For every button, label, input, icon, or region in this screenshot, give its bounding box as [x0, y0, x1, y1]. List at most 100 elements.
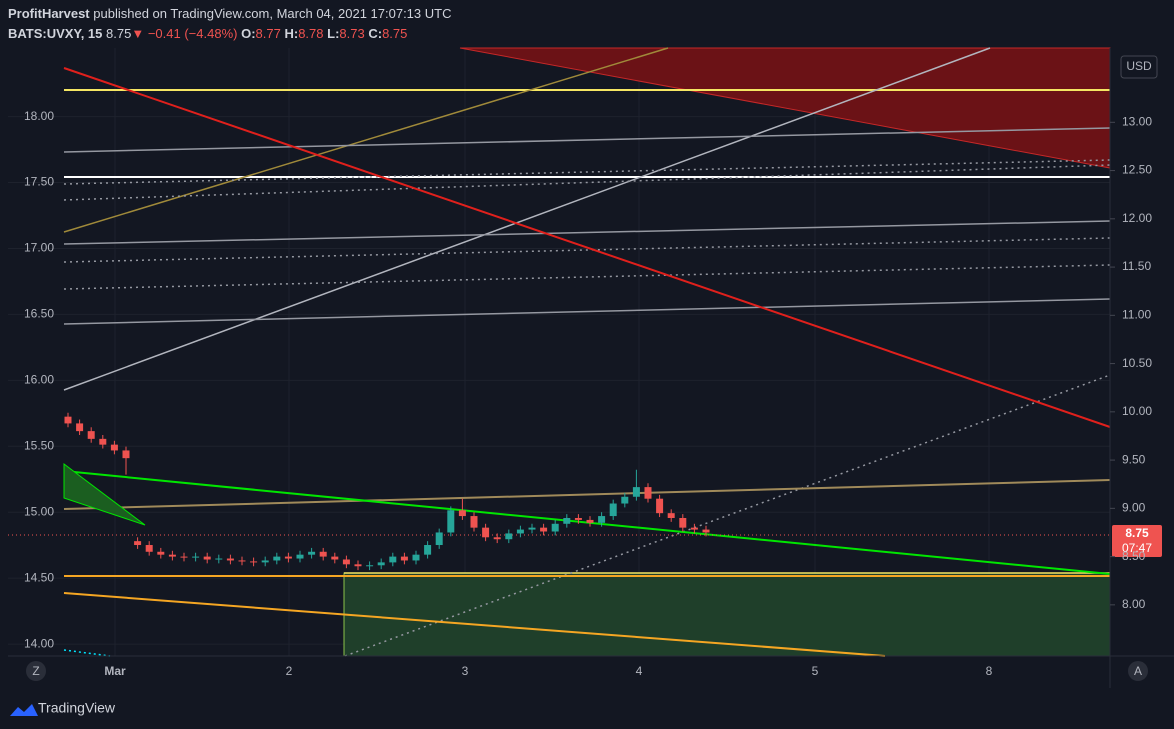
- dotted-line: [63, 159, 1111, 185]
- x-tick-label: 8: [986, 664, 993, 678]
- o-label: O:: [241, 26, 256, 41]
- candle-body: [308, 551, 316, 555]
- h-label: H:: [284, 26, 299, 41]
- grid: [8, 48, 1110, 656]
- candle-body: [157, 551, 165, 555]
- candle-body: [226, 558, 234, 561]
- candle-body: [273, 556, 281, 561]
- candle-body: [284, 556, 292, 559]
- candle-body: [447, 510, 455, 533]
- candle-body: [238, 560, 246, 562]
- x-tick-label: 3: [462, 664, 469, 678]
- candle-body: [377, 562, 385, 566]
- currency: USD: [1126, 59, 1152, 73]
- candle-body: [667, 513, 675, 518]
- candle-body: [76, 423, 84, 432]
- candle-body: [261, 560, 269, 563]
- arrow: ▼: [131, 26, 145, 41]
- brand: TradingView: [38, 700, 116, 716]
- y2-tick-label: 8.50: [1122, 549, 1146, 563]
- price-tag: [1112, 525, 1162, 557]
- candle-body: [540, 527, 548, 532]
- candle-body: [319, 551, 327, 557]
- y2-tick-label: 10.50: [1122, 356, 1152, 370]
- candle-body: [493, 537, 501, 540]
- y-tick-label: 18.00: [24, 109, 54, 123]
- candle-body: [366, 565, 374, 567]
- candle-body: [331, 556, 339, 560]
- dotted-line: [344, 374, 1111, 657]
- y2-tick-label: 11.50: [1122, 259, 1151, 273]
- y2-tick-label: 10.00: [1122, 404, 1152, 418]
- x-tick-label: 2: [286, 664, 293, 678]
- candle-body: [122, 450, 130, 459]
- published: published on TradingView.com, March 04, …: [93, 6, 452, 21]
- candle-body: [110, 444, 118, 451]
- l: 8.73: [339, 26, 365, 41]
- h: 8.78: [298, 26, 324, 41]
- button-label[interactable]: Z: [32, 664, 39, 678]
- button[interactable]: [1128, 661, 1148, 681]
- trend-line: [63, 220, 1111, 245]
- candle-body: [551, 523, 559, 532]
- trend-line: [63, 47, 991, 391]
- y-tick-label: 16.50: [24, 307, 54, 321]
- y2-tick-label: 12.00: [1122, 211, 1152, 225]
- trend-line: [63, 47, 669, 233]
- candle-body: [180, 556, 188, 558]
- candle-body: [400, 556, 408, 561]
- author: ProfitHarvest: [8, 6, 90, 21]
- candle-body: [656, 498, 664, 514]
- candle-body: [215, 558, 223, 560]
- button-label[interactable]: A: [1134, 664, 1142, 678]
- dotted-line: [63, 164, 1111, 201]
- candle-body: [99, 438, 107, 445]
- trend-line: [63, 479, 1111, 510]
- candle-body: [64, 416, 72, 424]
- candle-body: [192, 556, 200, 558]
- candle-body: [354, 564, 362, 567]
- y-tick-label: 17.00: [24, 241, 54, 255]
- y-tick-label: 14.00: [24, 636, 54, 650]
- candle-body: [458, 510, 466, 517]
- trend-line: [63, 592, 886, 657]
- y-tick-label: 17.50: [24, 175, 54, 189]
- candle-body: [586, 519, 594, 523]
- candle-body: [424, 545, 432, 555]
- y-tick-label: 15.00: [24, 504, 54, 518]
- logo: [10, 704, 38, 716]
- candle-body: [632, 487, 640, 497]
- symbol: BATS:UVXY, 15: [8, 26, 103, 41]
- candle-body: [342, 559, 350, 565]
- drawings: [8, 47, 1111, 657]
- y-tick-label: 15.50: [24, 438, 54, 452]
- candle-body: [505, 533, 513, 540]
- candles: [64, 412, 710, 571]
- c: 8.75: [382, 26, 408, 41]
- legend-line: BATS:UVXY, 15 8.75▼ −0.41 (−4.48%) O:8.7…: [8, 26, 407, 41]
- candle-body: [389, 556, 397, 563]
- candle-body: [87, 431, 95, 439]
- y2-tick-label: 9.50: [1122, 452, 1146, 466]
- candle-body: [412, 554, 420, 561]
- candle-body: [609, 503, 617, 517]
- y-tick-label: 14.50: [24, 570, 54, 584]
- candle-body: [690, 527, 698, 530]
- plot-bg: [8, 48, 1110, 656]
- trend-line: [63, 298, 1111, 325]
- candle-body: [470, 516, 478, 528]
- y2-tick-label: 13.00: [1122, 114, 1152, 128]
- candle-body: [168, 554, 176, 557]
- candle-body: [644, 487, 652, 499]
- x-tick-label: 5: [812, 664, 819, 678]
- candle-body: [435, 532, 443, 546]
- button[interactable]: [26, 661, 46, 681]
- trend-line: [63, 67, 1111, 428]
- price-tag-value: 8.75: [1125, 526, 1149, 540]
- candle-body: [702, 529, 710, 533]
- candle-body: [621, 496, 629, 504]
- candle-body: [598, 516, 606, 523]
- trend-line: [63, 127, 1111, 153]
